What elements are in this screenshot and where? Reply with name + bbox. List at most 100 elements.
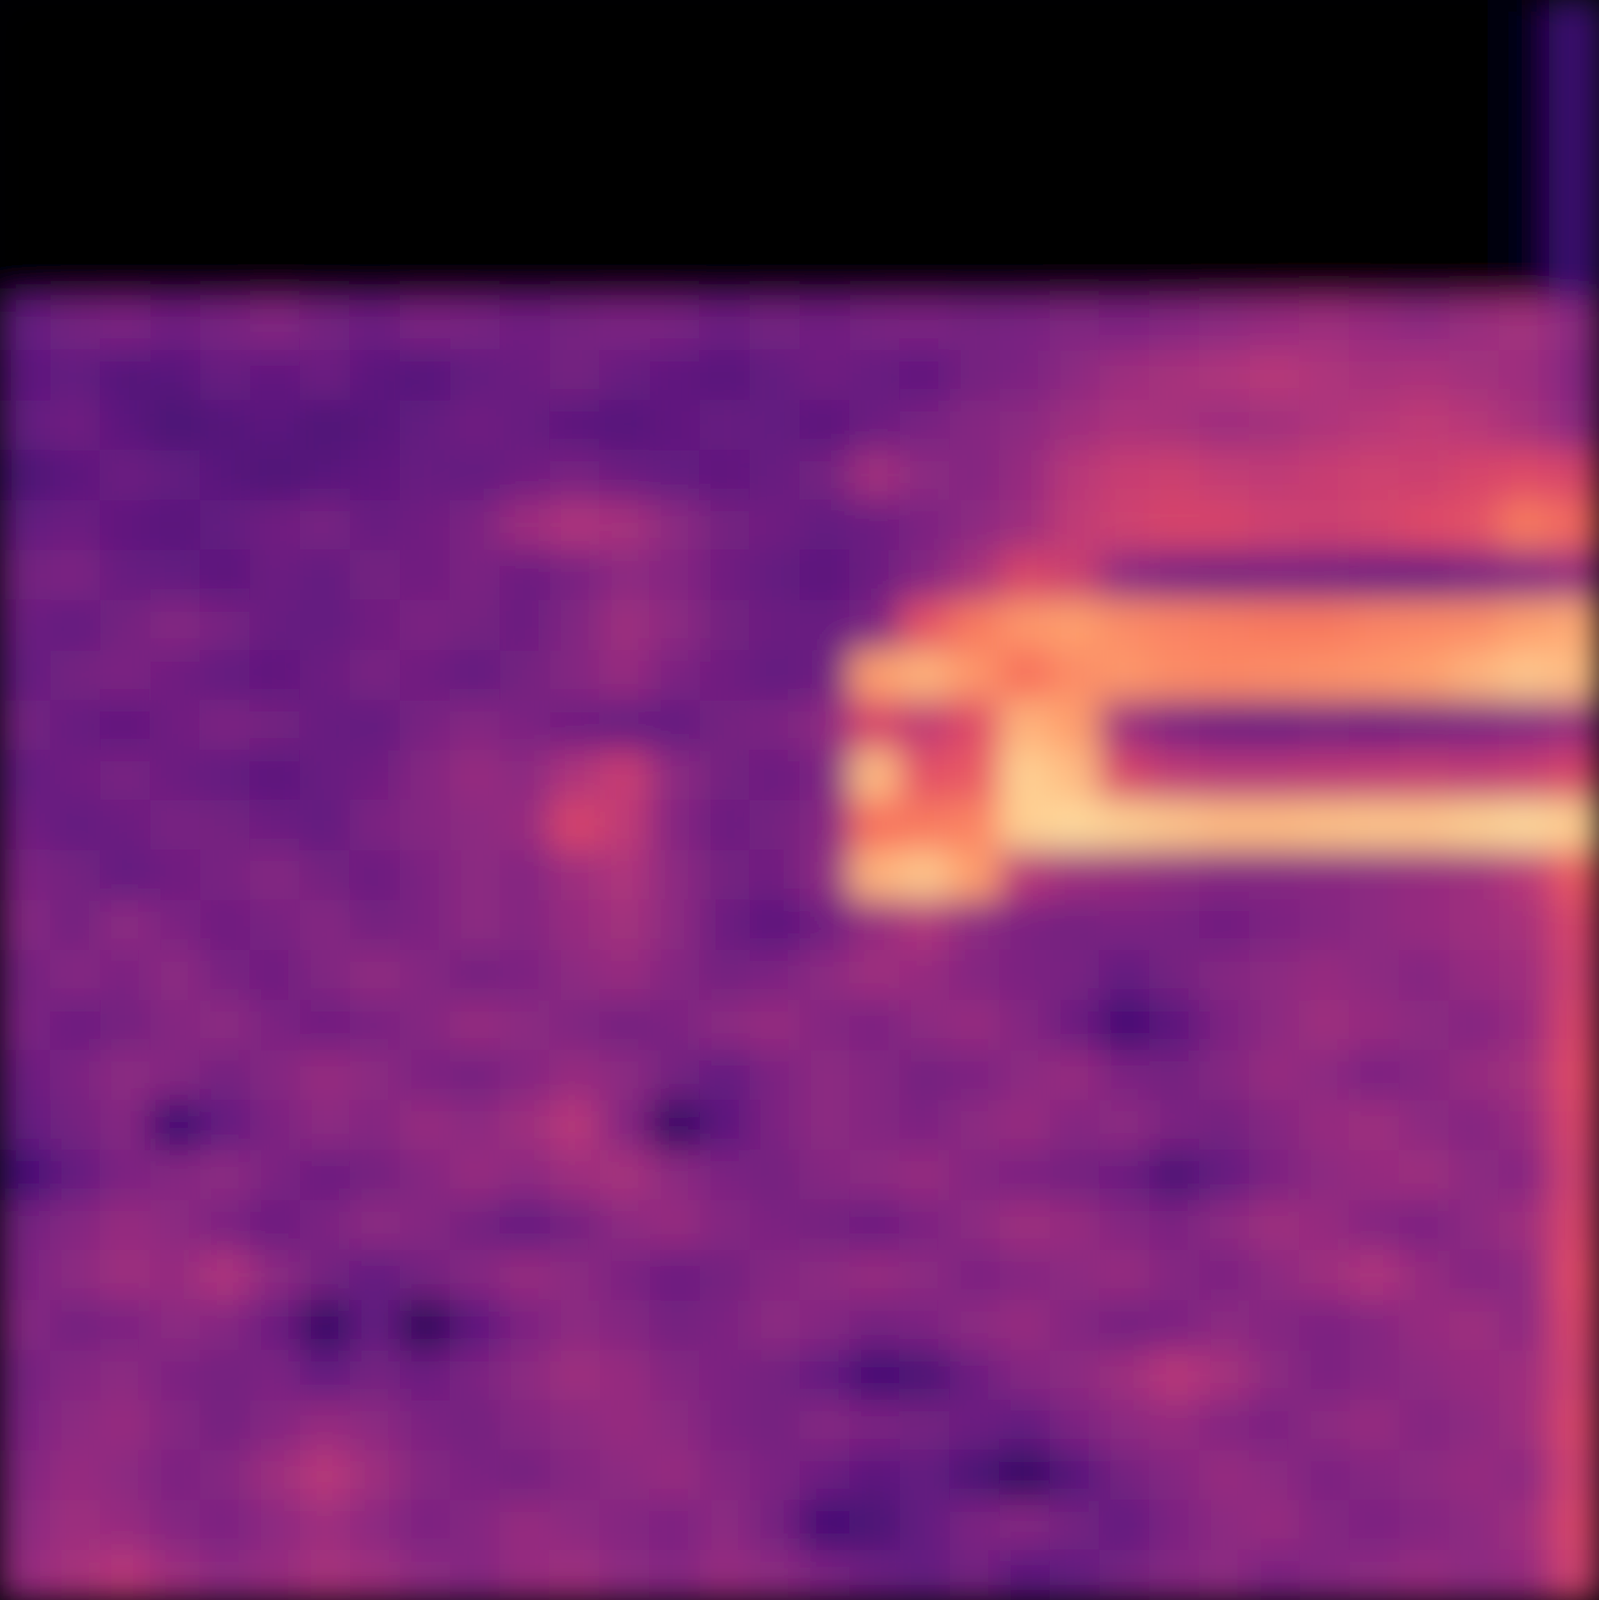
cell [200, 999, 251, 1051]
cell [1549, 49, 1599, 101]
cell [1399, 149, 1451, 201]
cell [49, 1349, 101, 1401]
cell [1298, 149, 1350, 201]
cell [699, 1500, 751, 1551]
cell [149, 399, 201, 451]
cell [1099, 1049, 1151, 1101]
cell [499, 749, 551, 801]
cell [600, 99, 651, 151]
cell [0, 1099, 51, 1151]
cell [1298, 349, 1350, 401]
cell [749, 149, 801, 201]
cell [149, 500, 201, 552]
cell [899, 649, 950, 701]
cell [699, 1049, 751, 1101]
cell [200, 1249, 251, 1301]
cell [349, 349, 401, 401]
cell [1549, 900, 1599, 951]
cell [649, 749, 701, 801]
cell [200, 200, 251, 251]
cell [99, 649, 151, 701]
cell [300, 1150, 351, 1201]
cell [749, 900, 801, 951]
cell [949, 99, 1000, 151]
cell [649, 649, 701, 701]
cell [149, 49, 201, 101]
cell [499, 49, 551, 101]
cell [399, 1049, 451, 1101]
cell [1199, 1349, 1250, 1401]
cell [1348, 600, 1400, 651]
cell [499, 1500, 551, 1551]
cell [399, 1500, 451, 1551]
cell [399, 1200, 451, 1251]
cell [449, 349, 501, 401]
cell [0, 1450, 51, 1501]
cell [349, 1500, 401, 1551]
cell [1348, 1249, 1400, 1301]
cell [999, 1200, 1051, 1251]
cell [849, 399, 901, 451]
cell [149, 1150, 201, 1201]
cell [1499, 1450, 1550, 1501]
cell [49, 449, 101, 501]
cell [1549, 1200, 1599, 1251]
cell [1549, 500, 1599, 552]
cell [899, 600, 950, 651]
cell [49, 399, 101, 451]
cell [1249, 1349, 1300, 1401]
cell [600, 800, 651, 852]
cell [300, 1099, 351, 1151]
cell [399, 1299, 451, 1351]
cell [549, 550, 601, 601]
cell [1149, 900, 1201, 951]
cell [399, 949, 451, 1001]
cell [499, 449, 551, 501]
cell [250, 349, 301, 401]
cell [149, 699, 201, 751]
cell [749, 1099, 801, 1151]
cell [1249, 800, 1300, 852]
cell [849, 850, 901, 901]
cell [749, 399, 801, 451]
cell [200, 1450, 251, 1501]
cell [1348, 300, 1400, 351]
cell [1099, 149, 1151, 201]
cell [149, 800, 201, 852]
cell [250, 99, 301, 151]
cell [49, 1500, 101, 1551]
cell [399, 250, 451, 301]
cell [1348, 1299, 1400, 1351]
cell [1249, 850, 1300, 901]
cell [1249, 1049, 1300, 1101]
cell [999, 99, 1051, 151]
cell [1249, 0, 1300, 51]
cell [749, 649, 801, 701]
cell [549, 0, 601, 51]
cell [99, 149, 151, 201]
cell [300, 550, 351, 601]
cell [1399, 1349, 1451, 1401]
cell [949, 149, 1000, 201]
cell [999, 699, 1051, 751]
cell [399, 850, 451, 901]
cell [250, 149, 301, 201]
cell [849, 149, 901, 201]
cell [99, 1299, 151, 1351]
cell [1399, 850, 1451, 901]
cell [1348, 149, 1400, 201]
cell [250, 900, 301, 951]
cell [1499, 1249, 1550, 1301]
cell [1399, 349, 1451, 401]
cell [1549, 200, 1599, 251]
cell [99, 399, 151, 451]
cell [899, 1099, 950, 1151]
cell [999, 1450, 1051, 1501]
cell [649, 200, 701, 251]
cell [999, 0, 1051, 51]
cell [1499, 1200, 1550, 1251]
cell [200, 449, 251, 501]
cell [200, 749, 251, 801]
cell [799, 1150, 851, 1201]
cell [1149, 349, 1201, 401]
